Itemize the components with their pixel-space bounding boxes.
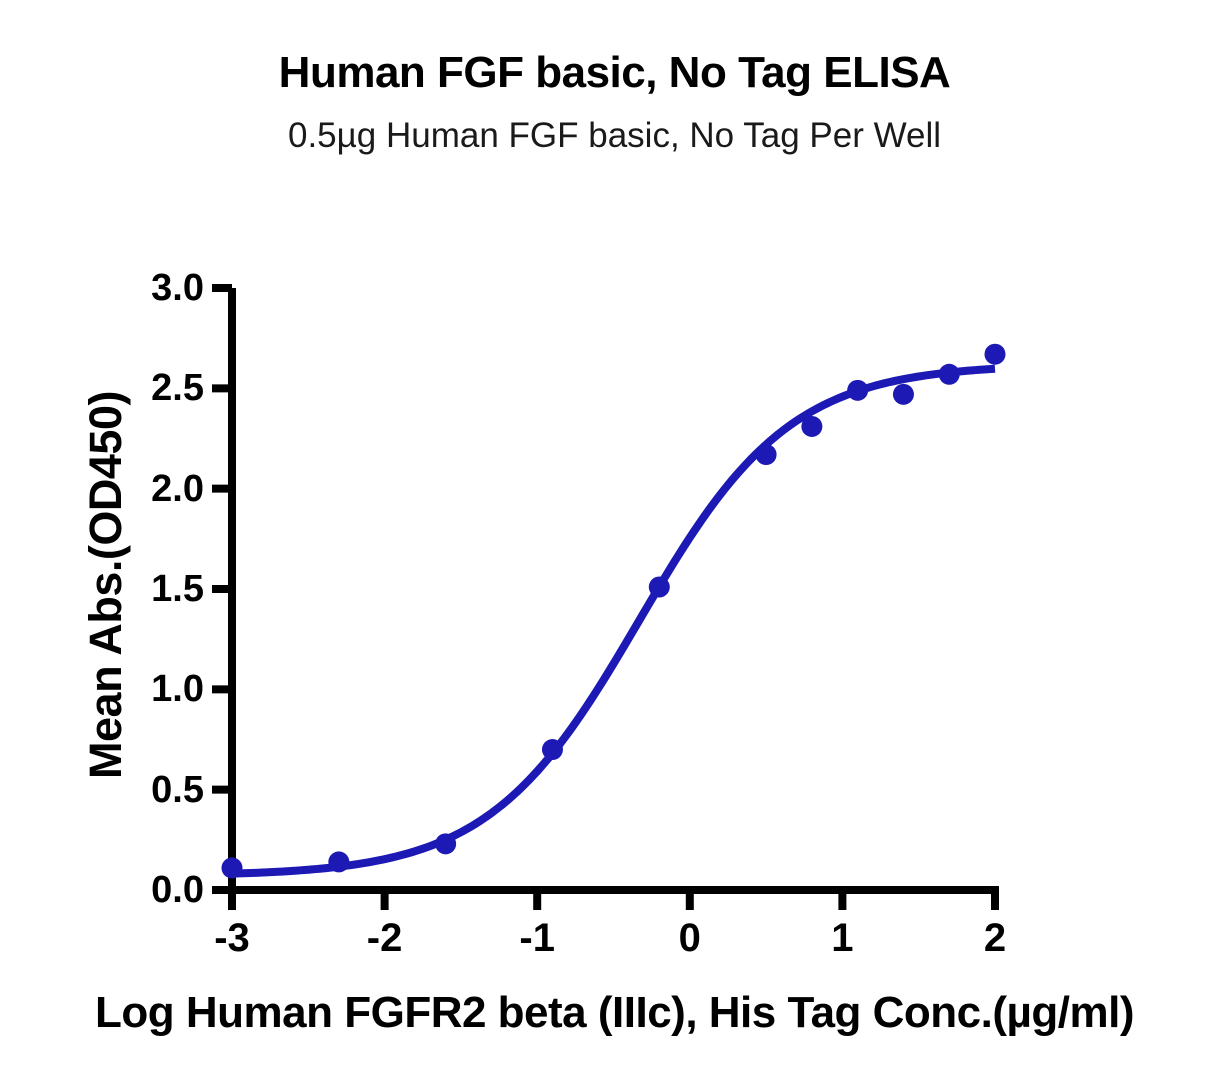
fit-curve xyxy=(231,364,996,878)
y-tick-label: 2.0 xyxy=(151,467,204,510)
y-tick-label: 1.0 xyxy=(151,668,204,711)
data-point xyxy=(435,833,457,855)
y-tick-label: 3.0 xyxy=(151,267,204,309)
x-axis-label: Log Human FGFR2 beta (IIIc), His Tag Con… xyxy=(95,988,1134,1037)
data-point xyxy=(328,851,350,873)
y-tick-label: 0.0 xyxy=(151,869,204,911)
data-point xyxy=(801,415,823,437)
x-tick-label: -3 xyxy=(214,916,250,960)
data-point xyxy=(221,857,243,879)
data-point xyxy=(892,383,914,405)
data-point xyxy=(984,343,1006,365)
x-tick-label: 1 xyxy=(831,916,854,960)
y-tick-label: 0.5 xyxy=(151,768,204,811)
x-tick-label: -2 xyxy=(366,916,403,960)
x-tick-label: 0 xyxy=(678,916,701,960)
data-point xyxy=(648,576,670,598)
data-point xyxy=(541,739,563,761)
x-tick-label: 2 xyxy=(983,916,1007,960)
chart-title: Human FGF basic, No Tag ELISA xyxy=(278,48,951,97)
y-tick-label: 2.5 xyxy=(151,367,204,410)
data-point xyxy=(755,444,777,466)
data-point xyxy=(938,363,960,385)
x-tick-label: -1 xyxy=(519,916,555,960)
chart-subtitle: 0.5µg Human FGF basic, No Tag Per Well xyxy=(287,116,942,155)
data-point xyxy=(847,379,869,401)
y-tick-label: 1.5 xyxy=(151,568,204,610)
